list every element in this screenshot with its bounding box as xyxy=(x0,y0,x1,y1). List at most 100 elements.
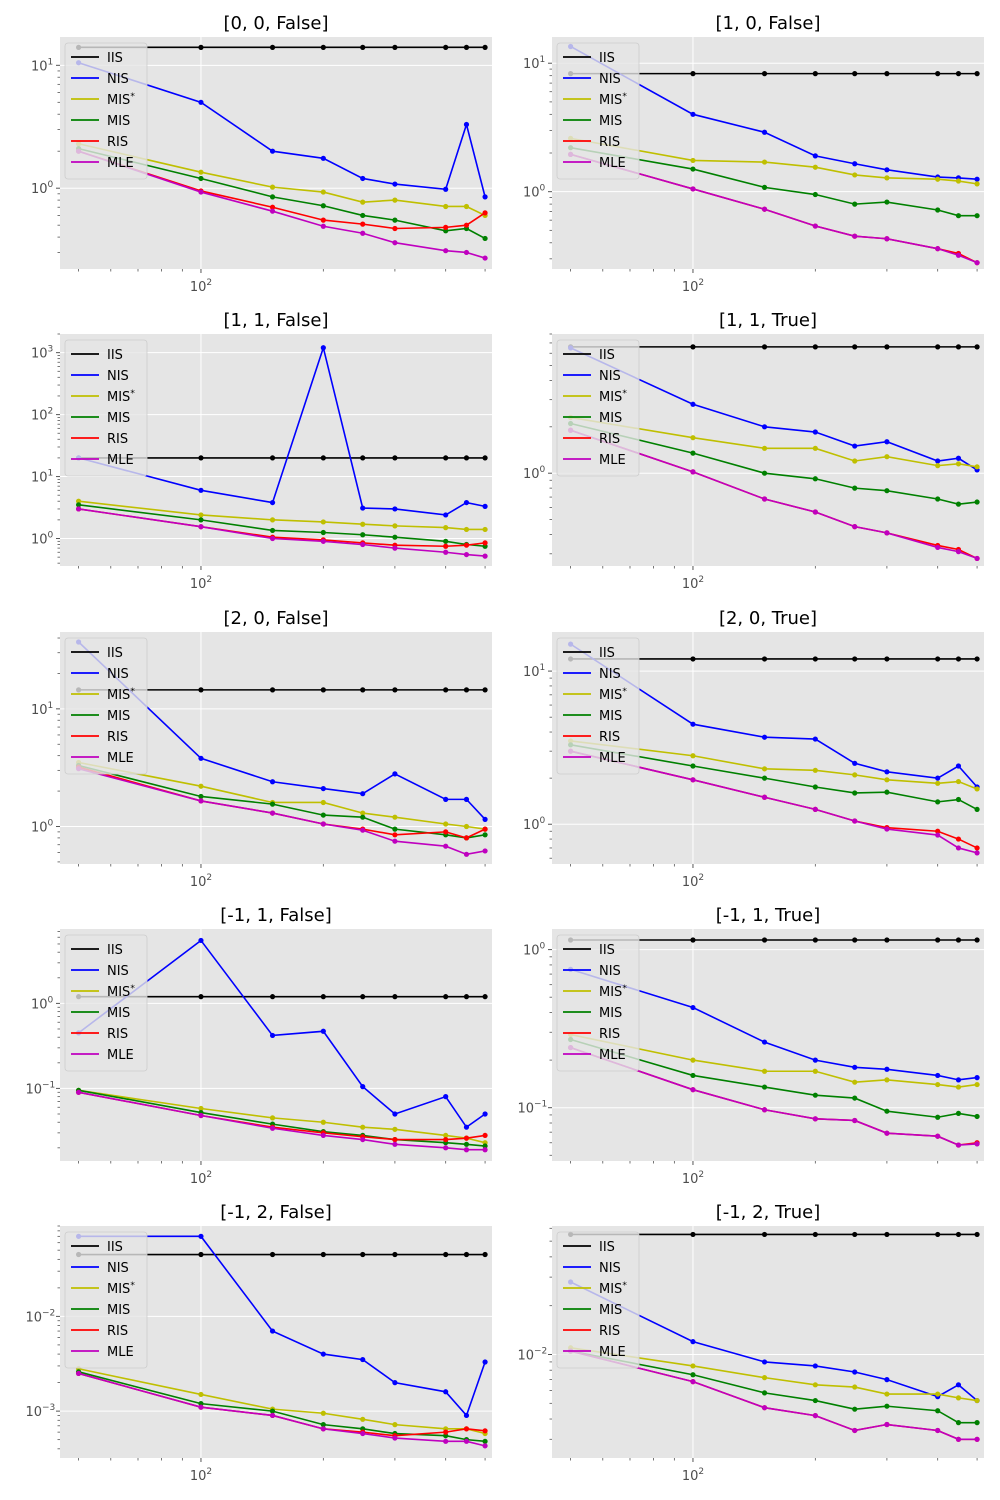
chart-3-series-iis-point-1 xyxy=(690,344,696,350)
chart-5-series-group xyxy=(567,641,980,856)
chart-0-ytick-label-0: 10 xyxy=(31,182,48,197)
chart-6-ytick-label-0: 10 xyxy=(25,1082,42,1097)
chart-5-series-iis-point-7 xyxy=(955,656,962,662)
chart-4-legend-label-mle: MLE xyxy=(107,751,134,766)
chart-1-series-iis-point-8 xyxy=(974,71,980,77)
chart-4-series-mle-point-8 xyxy=(482,848,488,854)
chart-1-legend-label-mis: MIS xyxy=(599,114,622,129)
chart-2-series-iis-point-3 xyxy=(320,455,326,461)
chart-9-series-mis-star-point-8 xyxy=(974,1397,980,1404)
chart-6-series-ris-point-6 xyxy=(443,1136,449,1143)
chart-8-legend-label-mis-star: MIS* xyxy=(107,1281,135,1297)
chart-9-series-mle-point-4 xyxy=(852,1427,858,1434)
chart-9-legend-label-mis: MIS xyxy=(599,1303,622,1318)
chart-8-series-mis-star-point-3 xyxy=(320,1410,326,1416)
chart-3-legend-label-ris: RIS xyxy=(599,432,620,447)
chart-4-series-mle-point-2 xyxy=(269,810,276,816)
chart-8-series-mis-star-point-1 xyxy=(198,1391,204,1398)
chart-6-series-mle-point-0 xyxy=(75,1089,82,1095)
chart-4-ytick-label-0: 10 xyxy=(31,820,48,835)
chart-4-legend-label-ris: RIS xyxy=(107,730,128,745)
chart-5-series-nis-point-7 xyxy=(955,763,962,769)
chart-1-series-mis-star-point-6 xyxy=(935,176,941,182)
chart-1-series-mle-point-4 xyxy=(852,233,858,239)
chart-7-series-mis-star-point-3 xyxy=(812,1068,818,1074)
chart-6-series-mle-point-7 xyxy=(463,1147,470,1153)
chart-2-series-nis-point-6 xyxy=(443,512,449,518)
chart-6-series-mis-star-point-4 xyxy=(360,1124,366,1130)
chart-7-series-mis-star-point-1 xyxy=(690,1057,696,1063)
chart-5-legend-label-mis: MIS xyxy=(599,709,622,724)
chart-8-series-nis-point-6 xyxy=(443,1389,449,1395)
chart-2-legend-label-iis: IIS xyxy=(107,348,123,363)
chart-4-series-mle-point-4 xyxy=(360,827,366,833)
chart-4-series-mle-point-5 xyxy=(392,838,398,844)
chart-8-series-mis-point-6 xyxy=(443,1433,449,1439)
chart-1-series-nis-point-5 xyxy=(884,167,890,173)
chart-9-series-mis-star-point-4 xyxy=(852,1384,858,1390)
chart-0-legend-label-mis: MIS xyxy=(107,114,130,129)
chart-5-series-mis-star-point-7 xyxy=(955,778,962,785)
chart-7-series-mle-point-6 xyxy=(935,1133,941,1139)
chart-9-xtick-label-0: 102 xyxy=(682,1467,704,1484)
chart-5-series-mle-point-4 xyxy=(852,818,858,824)
chart-8-series-iis-point-6 xyxy=(443,1251,449,1258)
chart-5-series-nis-point-6 xyxy=(935,775,941,781)
chart-1-legend-label-mle: MLE xyxy=(599,156,626,171)
chart-7-series-iis-point-6 xyxy=(935,937,941,943)
chart-3-series-mis-star-point-1 xyxy=(690,435,696,441)
chart-8-series-iis-point-8 xyxy=(482,1251,488,1258)
chart-0-series-iis-point-4 xyxy=(360,44,366,50)
chart-2-series-mis-star-point-6 xyxy=(443,525,449,531)
chart-1-series-mis-star-point-7 xyxy=(955,178,962,184)
chart-4-legend xyxy=(64,637,148,775)
chart-6-xtick-label-0: 102 xyxy=(190,1170,212,1187)
chart-6-series-mle-point-6 xyxy=(443,1145,449,1151)
chart-0-series-mle-point-7 xyxy=(463,249,470,256)
chart-0-series-nis-point-8 xyxy=(482,194,488,200)
chart-4-series-mis-point-4 xyxy=(360,814,366,820)
chart-8-ytick-sup-0: −3 xyxy=(42,1403,55,1413)
chart-2-series-mis-point-6 xyxy=(443,538,449,544)
chart-1-series-iis-point-3 xyxy=(812,71,818,77)
chart-8-ytick-label-1: 10 xyxy=(25,1310,42,1325)
chart-0-series-mis-star-point-5 xyxy=(392,197,398,203)
chart-8-series-nis-point-1 xyxy=(198,1233,204,1239)
chart-1-ytick-label-0: 10 xyxy=(523,186,540,201)
chart-4-series-nis-point-5 xyxy=(392,771,398,777)
chart-8-series-mis-point-3 xyxy=(320,1422,326,1428)
chart-2-series-mis-star-point-0 xyxy=(75,498,82,504)
chart-5-series-mis-star-point-5 xyxy=(884,777,890,783)
chart-6-series-nis-point-4 xyxy=(360,1084,366,1090)
chart-5-series-ris-point-6 xyxy=(935,828,941,834)
chart-3-legend xyxy=(556,339,640,477)
chart-0-series-mis-point-5 xyxy=(392,217,398,223)
chart-1-series-mle-point-8 xyxy=(974,260,980,266)
chart-2-series-nis-point-4 xyxy=(360,505,366,511)
chart-9-legend-label-mle: MLE xyxy=(599,1345,626,1360)
chart-7-series-nis-point-8 xyxy=(974,1074,980,1081)
chart-9-series-mis-point-8 xyxy=(974,1420,980,1426)
chart-2-series-mle-point-5 xyxy=(392,545,398,551)
chart-0-series-mle-point-3 xyxy=(320,223,326,229)
chart-8-series-mis-point-1 xyxy=(198,1401,204,1407)
chart-6-title: [-1, 1, False] xyxy=(220,905,332,926)
chart-9-series-mis-point-1 xyxy=(690,1372,696,1378)
chart-8-legend-label-iis: IIS xyxy=(107,1240,123,1255)
chart-9-series-mis-star-point-6 xyxy=(935,1391,941,1397)
chart-2-legend-label-mle: MLE xyxy=(107,453,134,468)
chart-2-series-ris-point-8 xyxy=(482,540,488,546)
chart-3-series-mis-star-point-4 xyxy=(852,458,858,464)
chart-0-series-mle-point-1 xyxy=(198,189,204,195)
chart-7-series-mis-star-point-5 xyxy=(884,1077,890,1083)
chart-8-legend-label-nis: NIS xyxy=(107,1261,129,1276)
chart-6-series-mle-point-4 xyxy=(360,1136,366,1143)
chart-3-series-nis-point-6 xyxy=(935,458,941,464)
chart-1-series-mle-point-7 xyxy=(955,252,962,258)
chart-1-legend-label-ris: RIS xyxy=(599,135,620,150)
chart-2-series-mis-point-1 xyxy=(198,517,204,523)
chart-9-series-mle-point-2 xyxy=(761,1405,768,1411)
chart-6-series-mle-point-3 xyxy=(320,1132,326,1139)
chart-9-series-iis-point-2 xyxy=(761,1231,768,1238)
